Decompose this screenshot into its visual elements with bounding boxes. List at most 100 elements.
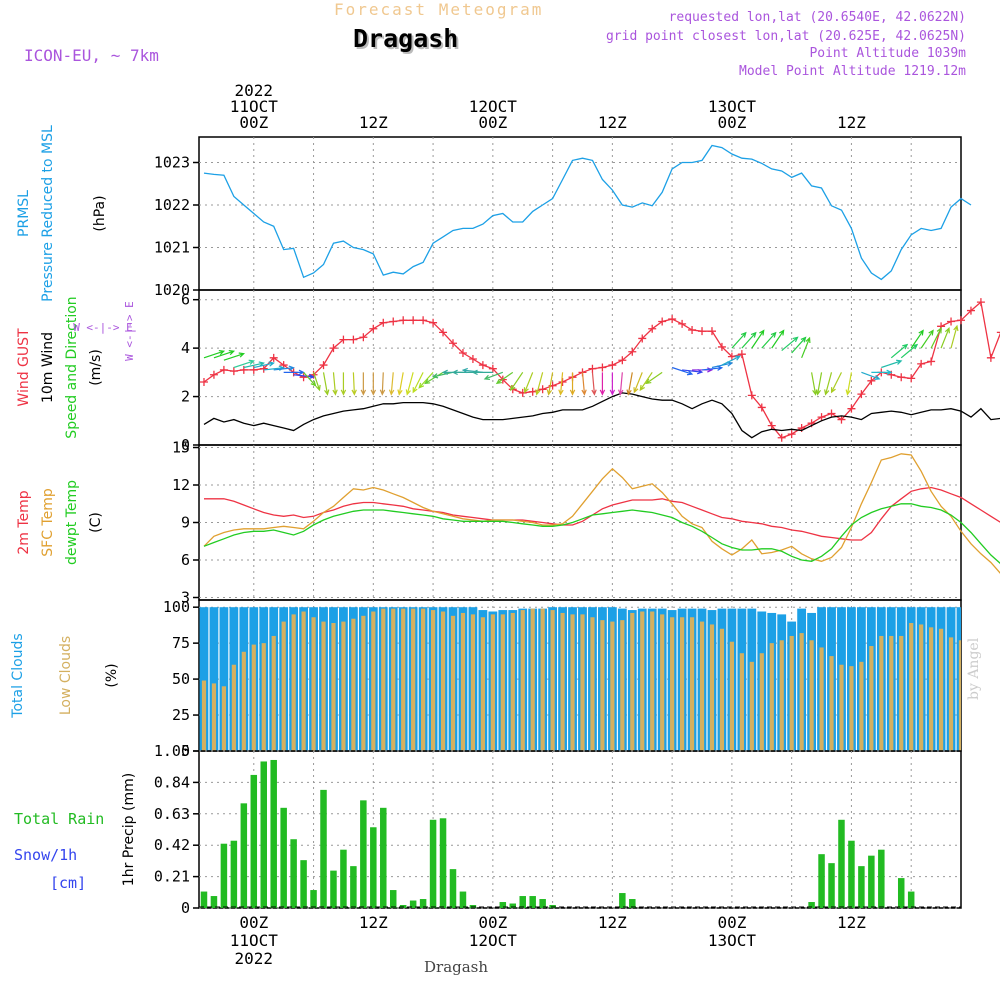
y-tick-label: 75 [172,634,190,652]
gust-marker [867,376,876,385]
gust-marker [369,324,378,333]
bar-total-rain [808,902,815,908]
wind-arrow [950,324,959,349]
bar-low-clouds [351,618,356,751]
gust-marker [458,348,467,357]
y-tick-label: 0 [181,899,190,917]
y-tick-label: 0 [181,742,190,760]
bar-total-clouds [209,607,219,751]
bar-low-clouds [411,608,416,751]
bar-total-rain [200,891,208,908]
bar-low-clouds [958,640,961,751]
time-label-top: 12OCT [469,97,518,116]
bar-total-clouds [219,607,229,751]
gust-marker [947,317,956,326]
y-tick-label: 15 [172,439,190,457]
y-axis-label: PRMSL [16,190,32,237]
time-label-top: 12Z [359,113,388,132]
gust-marker [598,363,607,372]
bar-low-clouds [829,656,834,751]
bar-low-clouds [650,611,655,751]
wind-arrow [721,355,741,366]
bar-low-clouds [699,621,705,751]
wind-arrow [569,372,576,396]
time-label-bottom: 12OCT [469,931,518,950]
y-axis-label: (%) [104,663,120,687]
y-axis-label: Total Clouds [10,633,26,718]
gust-marker [897,373,906,382]
grid-coords: grid point closest lon,lat (20.625E, 42.… [605,29,966,44]
bar-low-clouds [500,614,505,751]
bar-low-clouds [789,635,794,751]
wind-arrow [273,365,295,371]
wind-arrow [890,343,909,359]
gust-marker [379,318,388,327]
legend-rain: Total Rain [14,810,104,828]
gust-marker [957,316,965,325]
bar-low-clouds [869,646,874,751]
wind-arrow [471,369,493,376]
bar-total-rain [499,902,507,908]
bar-total-rain [330,870,337,908]
bar-total-rain [230,840,238,908]
gust-marker [439,328,448,337]
bar-low-clouds [948,637,954,751]
series-dewpt-temp [203,503,1000,564]
gust-marker [349,335,358,344]
bar-low-clouds [490,614,495,751]
gust-marker [199,378,208,387]
y-axis-label: Low Clouds [58,636,74,715]
wind-arrow [379,372,386,396]
series-prmsl [203,144,972,281]
bar-low-clouds [221,686,227,751]
wind-arrow [751,329,765,349]
gust-marker [319,361,328,370]
bar-low-clouds [889,635,894,751]
bar-low-clouds [769,643,774,751]
bar-total-clouds [956,607,961,751]
y-tick-label: 1023 [154,154,190,172]
gust-marker [269,353,278,362]
wind-arrow [599,372,606,396]
bar-total-rain [320,789,327,908]
y-tick-label: 0.63 [154,805,190,823]
y-tick-label: 50 [172,670,190,688]
gust-marker [996,331,1000,334]
gust-marker [638,334,647,343]
bar-low-clouds [919,624,924,751]
bar-low-clouds [530,608,535,751]
bar-total-rain [389,890,397,908]
wind-arrow [424,371,444,385]
y-tick-label: 2 [181,388,190,406]
y-axis-label: Pressure Reduced to MSL [40,125,56,302]
bar-total-rain [220,843,228,908]
legend-snow: Snow/1h [14,846,77,864]
time-label-top: 00Z [717,113,746,132]
time-label-bottom: 12Z [359,913,388,932]
bar-low-clouds [261,643,266,751]
bar-low-clouds [371,611,376,751]
wind-arrow [930,327,942,349]
gust-marker [359,333,368,342]
wind-arrow [910,329,924,349]
bar-low-clouds [311,617,316,751]
panel-frame [198,750,962,909]
panel-precip [193,750,962,909]
gust-marker [468,355,477,364]
y-tick-label: 1022 [154,196,190,214]
location-title: Dragash [353,24,459,53]
wind-arrow [495,371,514,385]
panel-temperature [193,444,1000,601]
bar-low-clouds [719,628,725,751]
time-label-bottom: 13OCT [708,931,757,950]
requested-coords: requested lon,lat (20.6540E, 42.0622N) [668,10,966,25]
wind-arrow [920,329,934,349]
wind-arrow [558,372,564,396]
bar-low-clouds [231,664,236,751]
bar-low-clouds [739,653,744,751]
y-tick-label: 1020 [154,281,190,299]
wind-arrow [253,361,275,369]
bar-low-clouds [550,610,555,751]
panel-pressure [193,136,972,291]
